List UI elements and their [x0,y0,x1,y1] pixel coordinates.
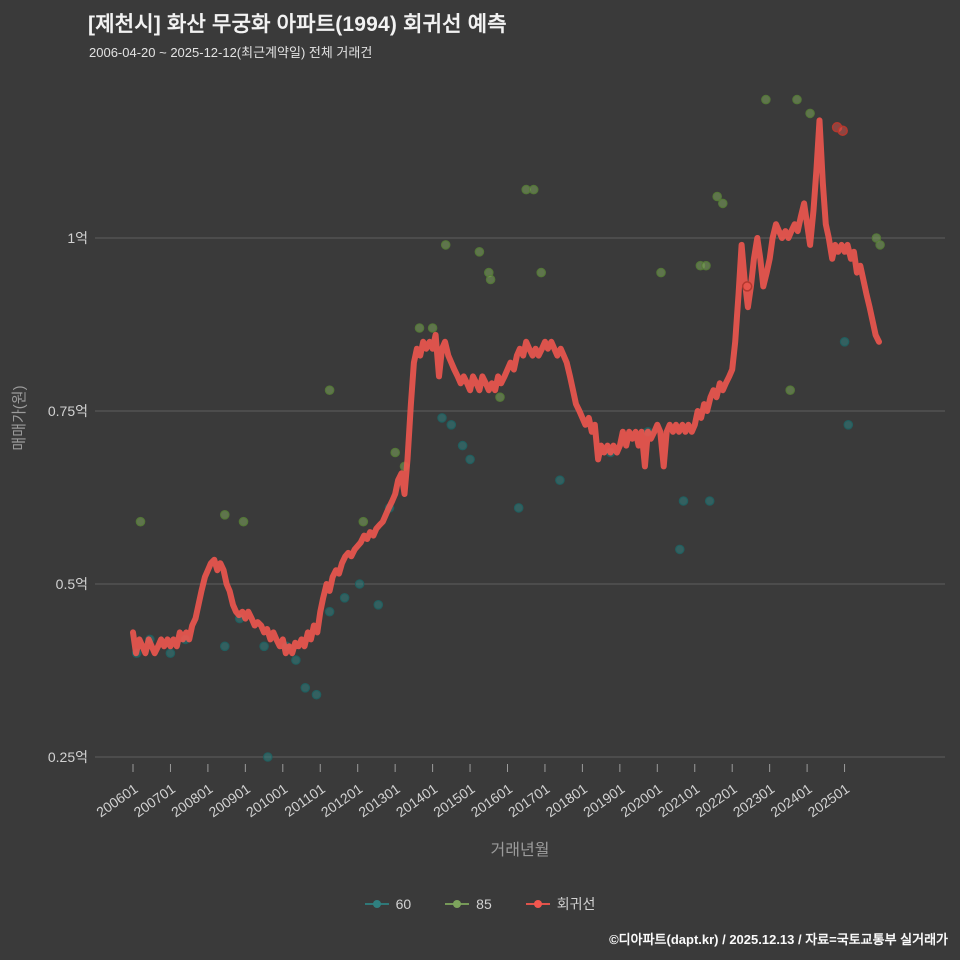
x-tick-label: 202301 [730,780,778,820]
scatter-point-60 [220,641,230,652]
scatter-point-60 [373,599,384,610]
regression-line [130,117,882,657]
x-tick-label: 201301 [355,780,403,820]
scatter-point-60 [555,475,565,485]
scatter-point-85 [805,108,815,119]
legend-item-60: 60 [364,896,412,912]
x-tick-label: 201801 [543,780,591,820]
regression-outlier-point [741,281,753,292]
scatter-point-85 [701,260,711,271]
scatter-point-60 [839,336,850,347]
scatter-point-60 [674,544,685,555]
y-tick-label: 0.75억 [48,403,88,419]
scatter-point-85 [220,509,230,520]
scatter-point-60 [465,454,475,465]
y-tick-label: 0.25억 [48,749,88,765]
legend-label-60: 60 [395,896,412,912]
scatter-point-60 [513,503,524,513]
x-tick-label: 201101 [281,780,328,819]
scatter-point-85 [414,323,425,333]
x-tick-label: 202501 [805,780,853,820]
scatter-point-85 [785,385,795,395]
scatter-point-85 [390,447,400,458]
x-axis-title: 거래년월 [490,842,550,859]
x-tick-label: 202101 [655,780,703,820]
page-subtitle: 2006-04-20 ~ 2025-12-12(최근계약일) 전체 거래건 [89,45,373,60]
scatter-point-85 [485,274,496,285]
series-85-marker-icon [445,897,470,911]
legend: 60 85 회귀선 [0,894,960,914]
scatter-point-85 [792,94,802,105]
x-tick-label: 200701 [131,780,179,820]
x-tick-label: 201001 [243,780,291,820]
x-tick-label: 202001 [618,780,666,820]
scatter-point-85 [135,516,146,527]
scatter-point-60 [291,655,301,665]
regression-outlier-point [837,125,848,136]
scatter-point-60 [262,752,273,762]
scatter-point-85 [717,198,728,209]
scatter-point-85 [427,323,438,333]
legend-label-85: 85 [476,896,492,912]
legend-label-regression: 회귀선 [556,896,596,912]
y-axis-title: 매매가(원) [11,385,28,451]
x-tick-label: 202401 [767,780,815,820]
x-tick-label: 201901 [580,780,628,820]
scatter-point-60 [437,413,447,423]
series-60-marker-icon [364,897,389,911]
page-title: [제천시] 화산 무궁화 아파트(1994) 회귀선 예측 [88,13,507,36]
scatter-point-60 [704,496,715,506]
scatter-point-85 [761,94,771,105]
scatter-point-60 [259,641,269,652]
scatter-point-60 [843,419,854,430]
x-tick-label: 201201 [318,780,366,820]
x-tick-label: 200601 [93,780,141,820]
scatter-point-60 [311,689,322,700]
x-tick-label: 201601 [468,780,516,820]
scatter-point-60 [678,496,689,506]
scatter-point-85 [324,385,335,395]
scatter-point-85 [656,267,666,278]
scatter-point-60 [165,648,176,658]
x-tick-label: 200901 [206,780,254,820]
x-tick-label: 202201 [692,780,740,820]
scatter-point-85 [440,240,451,250]
scatter-point-60 [300,682,311,693]
footer-credit: ©디아파트(dapt.kr) / 2025.12.13 / 자료=국토교통부 실… [609,932,948,947]
x-tick-label: 201501 [430,780,478,820]
regression-marker-icon [525,897,550,911]
scatter-point-60 [354,579,365,589]
scatter-point-85 [238,516,249,527]
scatter-point-60 [324,606,335,617]
y-tick-label: 0.5억 [56,576,88,592]
scatter-point-85 [712,191,722,202]
x-tick-label: 200801 [168,780,216,820]
legend-item-regression: 회귀선 [525,894,596,914]
scatter-point-85 [875,240,885,250]
scatter-point-60 [339,592,350,603]
scatter-point-60 [446,419,457,430]
scatter-point-85 [358,516,369,527]
scatter-point-85 [474,247,485,257]
x-tick-label: 201401 [393,780,441,820]
scatter-point-85 [495,392,505,402]
scatter-point-85 [536,267,546,278]
scatter-point-60 [457,440,468,451]
y-tick-label: 1억 [67,230,88,246]
legend-item-85: 85 [445,896,492,912]
x-tick-label: 201701 [505,780,553,820]
regression-outlier-point [831,122,843,133]
scatter-point-85 [528,184,539,195]
